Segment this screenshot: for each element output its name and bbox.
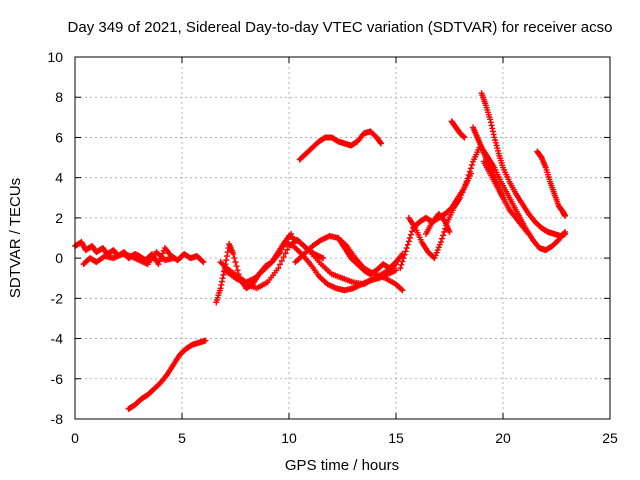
y-tick-label: 4 <box>55 170 63 186</box>
data-point <box>466 168 473 175</box>
data-point <box>398 286 405 293</box>
x-tick-label: 20 <box>495 430 511 446</box>
data-point <box>465 171 472 178</box>
y-tick-label: -6 <box>51 371 64 387</box>
data-point <box>218 278 225 285</box>
series-segment-9 <box>335 235 406 278</box>
data-point <box>468 161 475 168</box>
data-point <box>397 265 404 272</box>
y-tick-label: 8 <box>55 89 63 105</box>
data-point <box>525 230 532 237</box>
chart-title: Day 349 of 2021, Sidereal Day-to-day VTE… <box>68 19 613 36</box>
series-segment-10 <box>296 128 385 163</box>
series-segment-3 <box>125 337 209 412</box>
data-point <box>402 248 409 255</box>
data-point <box>463 178 470 185</box>
data-point <box>282 250 289 257</box>
data-point <box>231 255 238 262</box>
data-point <box>284 246 291 253</box>
data-point <box>277 261 284 268</box>
data-point <box>562 228 569 235</box>
data-point <box>399 287 406 294</box>
data-point <box>403 245 410 252</box>
y-tick-label: 10 <box>47 49 63 65</box>
series-segment-2 <box>80 249 177 268</box>
data-point <box>170 255 177 262</box>
data-point <box>199 258 206 265</box>
x-axis-ticks: 0 5 10 15 20 25 <box>71 57 618 446</box>
y-axis-title: SDTVAR / TECUs <box>7 178 24 298</box>
series-segment-19 <box>534 148 569 219</box>
data-point <box>223 257 230 264</box>
data-point <box>407 231 414 238</box>
data-point <box>230 251 237 258</box>
data-point <box>223 253 230 260</box>
plot-frame <box>74 56 611 420</box>
data-point <box>275 265 282 272</box>
data-point <box>220 271 227 278</box>
data-point <box>202 337 209 344</box>
data-point <box>405 238 412 245</box>
data-point <box>280 254 287 261</box>
data-point <box>446 228 453 235</box>
y-tick-label: 2 <box>55 210 63 226</box>
data-point <box>200 259 207 266</box>
y-tick-label: -8 <box>51 411 64 427</box>
data-point <box>487 116 494 123</box>
data-point <box>437 239 444 246</box>
data-point <box>232 259 239 266</box>
series-segment-18 <box>480 158 532 237</box>
data-point <box>464 175 471 182</box>
data-points <box>72 90 569 412</box>
data-point <box>461 134 468 141</box>
data-point <box>278 257 285 264</box>
data-point <box>217 285 224 292</box>
x-tick-label: 5 <box>178 430 186 446</box>
data-point <box>406 235 413 241</box>
data-point <box>562 212 569 219</box>
series-segment-13 <box>422 210 453 237</box>
data-point <box>378 140 385 147</box>
data-point <box>400 255 407 262</box>
data-point <box>409 228 416 235</box>
x-tick-label: 0 <box>71 430 79 446</box>
data-point <box>393 267 399 274</box>
x-tick-label: 25 <box>602 430 618 446</box>
data-point <box>233 263 240 270</box>
data-point <box>490 131 497 138</box>
data-point <box>404 241 411 248</box>
data-point <box>487 119 494 126</box>
y-tick-label: 6 <box>55 129 63 145</box>
data-point <box>398 261 405 268</box>
x-axis-title: GPS time / hours <box>285 457 399 474</box>
data-point <box>399 258 406 265</box>
series-segment-12 <box>405 144 483 262</box>
data-point <box>320 255 327 262</box>
y-axis-ticks: -8 -6 -4 -2 0 2 4 6 8 10 <box>47 49 610 427</box>
data-point <box>219 275 226 282</box>
data-point <box>218 281 225 288</box>
data-point <box>377 139 384 146</box>
y-tick-label: -2 <box>51 290 64 306</box>
y-tick-label: -4 <box>51 331 64 347</box>
data-point <box>439 235 446 242</box>
data-point <box>489 125 496 132</box>
x-tick-label: 10 <box>281 430 297 446</box>
data-point <box>440 232 447 239</box>
data-point <box>234 267 241 274</box>
data-point <box>488 122 495 129</box>
data-point <box>467 165 474 172</box>
x-tick-label: 15 <box>388 430 404 446</box>
data-point <box>490 128 497 135</box>
y-tick-label: 0 <box>55 250 63 266</box>
data-point <box>441 228 448 235</box>
data-point <box>401 251 408 258</box>
series-segment-14 <box>448 118 468 141</box>
